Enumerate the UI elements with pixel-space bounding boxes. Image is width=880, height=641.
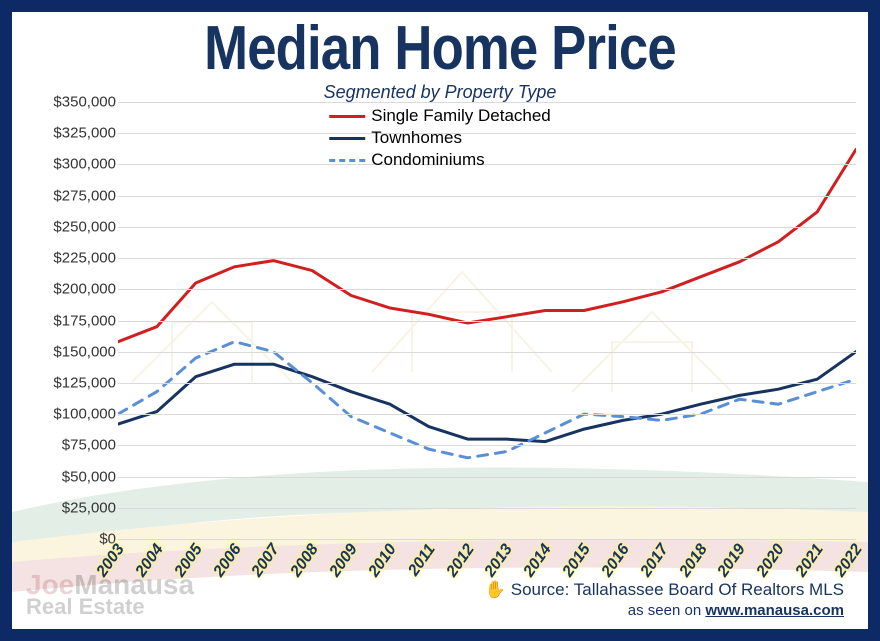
gridline (118, 383, 856, 384)
legend-item-sfd: Single Family Detached (329, 106, 551, 126)
y-axis-label: $25,000 (62, 499, 116, 516)
seen-prefix: as seen on (628, 602, 706, 619)
y-axis-label: $125,000 (53, 374, 116, 391)
legend-swatch (329, 115, 365, 118)
y-axis-label: $275,000 (53, 187, 116, 204)
y-axis-label: $100,000 (53, 406, 116, 423)
x-axis-label: 2006 (210, 541, 239, 576)
x-axis-label: 2015 (560, 541, 589, 576)
y-axis-label: $75,000 (62, 437, 116, 454)
attribution: ✋ Source: Tallahassee Board Of Realtors … (485, 580, 844, 619)
x-axis-label: 2016 (598, 541, 627, 576)
watermark-logo: JoeManausa Real Estate (26, 572, 194, 617)
legend-label: Townhomes (371, 128, 462, 148)
x-axis-label: 2009 (327, 541, 356, 576)
y-axis-label: $225,000 (53, 250, 116, 267)
legend-swatch (329, 159, 365, 162)
x-axis-label: 2014 (521, 541, 550, 576)
legend-item-townhomes: Townhomes (329, 128, 551, 148)
gridline (118, 539, 856, 540)
gridline (118, 196, 856, 197)
gridline (118, 321, 856, 322)
x-axis-label: 2010 (365, 541, 394, 576)
x-axis-label: 2013 (482, 541, 511, 576)
x-axis-label: 2007 (249, 541, 278, 576)
legend-label: Condominiums (371, 150, 484, 170)
legend: Single Family Detached Townhomes Condomi… (329, 106, 551, 170)
gridline (118, 508, 856, 509)
y-axis-label: $250,000 (53, 218, 116, 235)
x-axis-label: 2019 (715, 541, 744, 576)
y-axis-label: $325,000 (53, 125, 116, 142)
x-axis-label: 2012 (443, 541, 472, 576)
hand-icon: ✋ (485, 580, 506, 599)
legend-item-condos: Condominiums (329, 150, 551, 170)
legend-swatch (329, 137, 365, 140)
y-axis-label: $50,000 (62, 468, 116, 485)
gridline (118, 414, 856, 415)
x-axis-label: 2022 (831, 541, 860, 576)
gridline (118, 289, 856, 290)
series-line (118, 352, 856, 442)
legend-label: Single Family Detached (371, 106, 551, 126)
chart-title: Median Home Price (76, 18, 804, 80)
gridline (118, 102, 856, 103)
y-axis-label: $300,000 (53, 156, 116, 173)
chart-frame: Median Home Price Segmented by Property … (0, 0, 880, 641)
source-text: Tallahassee Board Of Realtors MLS (574, 580, 844, 599)
gridline (118, 477, 856, 478)
gridline (118, 352, 856, 353)
x-axis-label: 2021 (793, 541, 822, 576)
source-prefix: Source: (511, 580, 574, 599)
y-axis-label: $175,000 (53, 312, 116, 329)
chart-area: $0$25,000$50,000$75,000$100,000$125,000$… (32, 102, 856, 589)
chart-subtitle: Segmented by Property Type (12, 82, 868, 103)
y-axis-label: $350,000 (53, 94, 116, 111)
gridline (118, 227, 856, 228)
y-axis-label: $200,000 (53, 281, 116, 298)
x-axis-label: 2008 (288, 541, 317, 576)
gridline (118, 445, 856, 446)
x-axis-label: 2020 (754, 541, 783, 576)
x-axis-label: 2017 (637, 541, 666, 576)
gridline (118, 258, 856, 259)
source-url[interactable]: www.manausa.com (705, 602, 844, 619)
x-axis-label: 2018 (676, 541, 705, 576)
y-axis-label: $150,000 (53, 343, 116, 360)
series-line (118, 149, 856, 341)
x-axis-label: 2011 (405, 541, 433, 575)
